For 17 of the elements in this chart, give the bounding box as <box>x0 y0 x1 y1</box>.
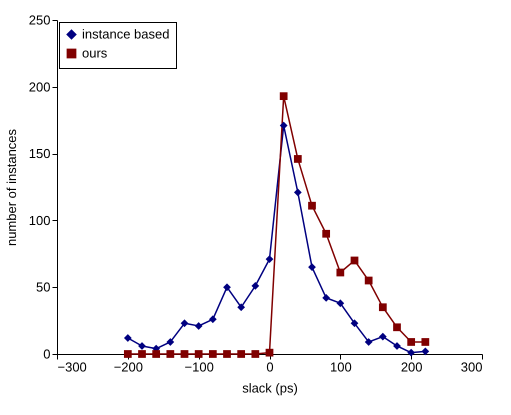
y-tick-label: 200 <box>28 79 50 94</box>
x-axis-title: slack (ps) <box>242 380 298 396</box>
y-axis-title: number of instances <box>4 128 19 246</box>
x-tick-label: 0 <box>266 360 274 374</box>
y-tick-label: 250 <box>28 12 50 28</box>
x-tick-label: 200 <box>400 360 423 374</box>
y-tick-label: 150 <box>28 146 50 162</box>
legend-label: instance based <box>82 26 170 42</box>
y-tick-label: 100 <box>28 212 50 228</box>
x-tick-label: 100 <box>330 360 352 374</box>
y-tick-label: 0 <box>43 346 50 362</box>
x-tick-label: −200 <box>114 360 143 374</box>
x-tick-label: −100 <box>184 360 214 374</box>
x-tick-label: 300 <box>460 360 482 374</box>
x-tick-label: −300 <box>58 360 87 374</box>
legend-label: ours <box>82 46 108 60</box>
y-tick-label: 50 <box>36 280 50 295</box>
